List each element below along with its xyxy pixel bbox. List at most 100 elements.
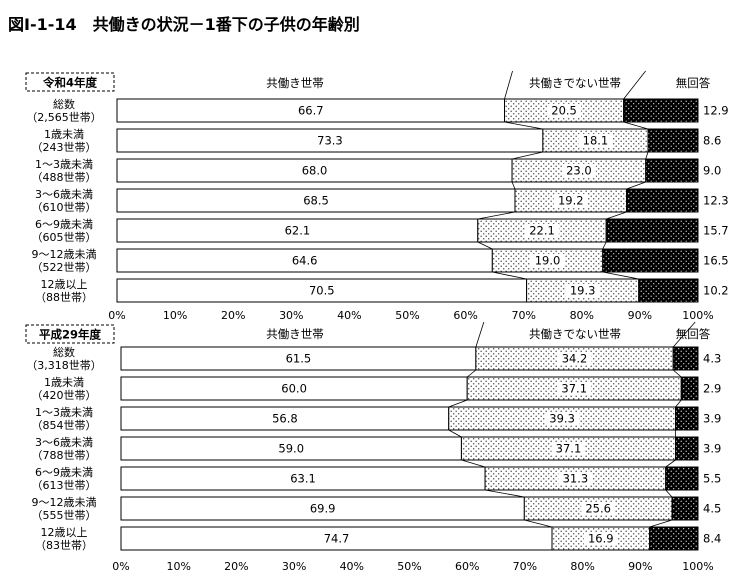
x-tick-label: 90% bbox=[628, 309, 652, 322]
data-label-not-both: 19.2 bbox=[558, 194, 584, 208]
data-label-bg bbox=[558, 472, 593, 485]
chart-panel-r4: 令和4年度 共働き世帯 共働きでない世帯 無回答 66.7 20.5 12.9 総数（2,56… bbox=[25, 70, 729, 322]
data-label-bg bbox=[530, 254, 565, 267]
category-count: （3,318世帯） bbox=[26, 359, 102, 372]
connector-line bbox=[448, 399, 468, 408]
connector-line bbox=[602, 271, 639, 280]
data-label-bg bbox=[553, 194, 588, 207]
category-label: 1歳未満 bbox=[44, 128, 84, 141]
legend-label: 共働き世帯 bbox=[266, 327, 324, 341]
category-count: （522世帯） bbox=[32, 261, 97, 274]
category-label: 総数 bbox=[53, 97, 75, 111]
connector-line bbox=[492, 271, 527, 280]
x-tick-label: 30% bbox=[279, 309, 303, 322]
connector-line bbox=[675, 399, 682, 408]
connector-line bbox=[672, 369, 682, 378]
category-count: （243世帯） bbox=[32, 141, 97, 154]
data-label-both-working: 68.5 bbox=[303, 194, 329, 208]
bar-segment-no-answer bbox=[605, 218, 699, 243]
panel-label-box bbox=[25, 72, 115, 92]
bar-segment-no-answer bbox=[638, 278, 699, 303]
bar-segment-no-answer bbox=[623, 98, 699, 123]
category-count: （610世帯） bbox=[32, 201, 97, 214]
legend-label: 無回答 bbox=[676, 76, 711, 90]
category-count: （788世帯） bbox=[32, 449, 97, 462]
data-label-not-both: 20.5 bbox=[551, 104, 577, 118]
bar-segment-no-answer bbox=[649, 526, 699, 551]
panel-label: 平成29年度 bbox=[39, 328, 102, 342]
data-label-both-working: 74.7 bbox=[324, 532, 350, 546]
category-count: （854世帯） bbox=[32, 419, 97, 432]
data-label-both-working: 59.0 bbox=[278, 442, 304, 456]
bar-segment-no-answer bbox=[674, 436, 699, 461]
x-tick-label: 80% bbox=[570, 560, 594, 573]
x-tick-label: 80% bbox=[570, 309, 594, 322]
data-label-no-answer: 2.9 bbox=[703, 382, 721, 396]
data-label-no-answer: 8.4 bbox=[703, 532, 721, 546]
data-label-not-both: 23.0 bbox=[566, 164, 592, 178]
legend-label: 共働きでない世帯 bbox=[529, 76, 621, 90]
x-tick-label: 100% bbox=[682, 309, 713, 322]
data-label-not-both: 34.2 bbox=[562, 352, 588, 366]
data-label-both-working: 70.5 bbox=[309, 284, 335, 298]
data-label-no-answer: 3.9 bbox=[703, 412, 721, 426]
bar-segment-no-answer bbox=[672, 346, 699, 371]
category-count: （613世帯） bbox=[32, 479, 97, 492]
chart-panel-h29: 平成29年度 共働き世帯 共働きでない世帯 無回答 61.5 34.2 4.3 総数（3,31… bbox=[25, 321, 721, 573]
data-label-no-answer: 5.5 bbox=[703, 472, 721, 486]
x-tick-label: 50% bbox=[395, 309, 419, 322]
x-tick-label: 10% bbox=[163, 309, 187, 322]
legend-label: 共働きでない世帯 bbox=[529, 327, 621, 341]
data-label-not-both: 37.1 bbox=[556, 442, 582, 456]
data-label-not-both: 16.9 bbox=[588, 532, 614, 546]
bar-segment-no-answer bbox=[674, 406, 699, 431]
connector-line bbox=[466, 369, 477, 378]
connector-line bbox=[511, 181, 516, 190]
bar-segment-no-answer bbox=[680, 376, 699, 401]
data-label-not-both: 39.3 bbox=[549, 412, 575, 426]
bar-segment-no-answer bbox=[665, 466, 699, 491]
bar-segment-no-answer bbox=[647, 128, 699, 153]
connector-line bbox=[665, 459, 676, 468]
category-label: 12歳以上 bbox=[41, 526, 88, 539]
data-label-no-answer: 10.2 bbox=[703, 284, 729, 298]
chart-title: 図Ⅰ-1-14 共働きの状況－1番下の子供の年齢別 bbox=[8, 15, 360, 34]
panel-label: 令和4年度 bbox=[42, 76, 98, 90]
connector-line bbox=[645, 151, 649, 160]
x-tick-label: 90% bbox=[628, 560, 652, 573]
data-label-no-answer: 12.9 bbox=[703, 104, 729, 118]
category-count: （2,565世帯） bbox=[26, 111, 102, 124]
data-label-no-answer: 4.3 bbox=[703, 352, 721, 366]
category-count: （605世帯） bbox=[32, 231, 97, 244]
category-count: （420世帯） bbox=[32, 389, 97, 402]
data-label-both-working: 62.1 bbox=[285, 224, 311, 238]
data-label-both-working: 61.5 bbox=[286, 352, 312, 366]
category-label: 6～9歳未満 bbox=[35, 218, 93, 231]
data-label-no-answer: 4.5 bbox=[703, 502, 721, 516]
data-label-both-working: 64.6 bbox=[292, 254, 318, 268]
x-tick-label: 70% bbox=[511, 309, 535, 322]
bar-segment-no-answer bbox=[645, 158, 699, 183]
data-label-no-answer: 15.7 bbox=[703, 224, 729, 238]
data-label-not-both: 22.1 bbox=[529, 224, 555, 238]
bar-segment-no-answer bbox=[602, 248, 699, 273]
legend-leader-line bbox=[475, 321, 485, 348]
data-label-no-answer: 9.0 bbox=[703, 164, 721, 178]
data-label-bg bbox=[525, 224, 560, 237]
x-tick-label: 60% bbox=[453, 309, 477, 322]
category-label: 12歳以上 bbox=[41, 278, 88, 291]
data-label-no-answer: 16.5 bbox=[703, 254, 729, 268]
data-label-bg bbox=[578, 134, 613, 147]
data-label-both-working: 69.9 bbox=[310, 502, 336, 516]
x-tick-label: 100% bbox=[682, 560, 713, 573]
category-label: 6～9歳未満 bbox=[35, 466, 93, 479]
category-label: 9～12歳未満 bbox=[32, 496, 97, 509]
connector-line bbox=[461, 459, 486, 468]
legend-label: 無回答 bbox=[676, 327, 711, 341]
data-label-not-both: 25.6 bbox=[585, 502, 611, 516]
data-label-bg bbox=[551, 442, 586, 455]
data-label-not-both: 19.0 bbox=[535, 254, 561, 268]
data-label-bg bbox=[557, 352, 592, 365]
x-tick-label: 0% bbox=[108, 309, 125, 322]
data-label-both-working: 73.3 bbox=[317, 134, 343, 148]
